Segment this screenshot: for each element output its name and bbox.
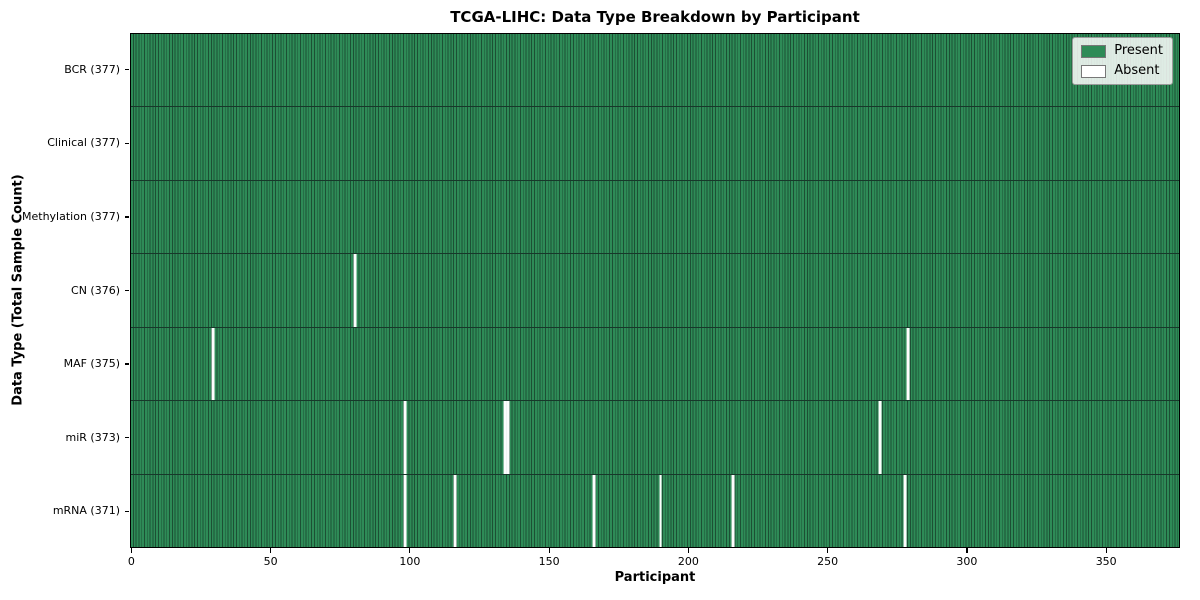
y-tick-label: Clinical (377) bbox=[47, 136, 120, 150]
x-tick-label: 0 bbox=[127, 555, 135, 568]
legend-swatch-icon bbox=[1081, 64, 1107, 78]
x-tick-mark bbox=[1105, 548, 1107, 553]
x-tick-label: 50 bbox=[263, 555, 278, 568]
absent-mark bbox=[403, 401, 407, 474]
x-tick-mark bbox=[270, 548, 272, 553]
x-tick-label: 300 bbox=[956, 555, 978, 568]
x-tick-mark bbox=[548, 548, 550, 553]
absent-mark bbox=[903, 474, 907, 547]
y-tick-label: CN (376) bbox=[71, 283, 120, 297]
absent-mark bbox=[503, 401, 507, 474]
heatmap-row-methylation bbox=[131, 179, 1179, 254]
absent-mark bbox=[353, 254, 357, 327]
y-tick-mark bbox=[125, 216, 129, 218]
x-tick-label: 200 bbox=[677, 555, 699, 568]
y-tick-mark bbox=[125, 142, 129, 144]
y-tick-mark bbox=[125, 510, 129, 512]
legend: Present Absent bbox=[1072, 37, 1173, 85]
heatmap-row-clinical bbox=[131, 106, 1179, 180]
legend-swatch-icon bbox=[1081, 44, 1107, 58]
heatmap-row-mrna bbox=[131, 473, 1179, 547]
x-tick-label: 150 bbox=[538, 555, 560, 568]
chart-title: TCGA-LIHC: Data Type Breakdown by Partic… bbox=[450, 8, 860, 26]
x-tick-mark bbox=[687, 548, 689, 553]
heatmap-row-bcr bbox=[131, 34, 1179, 107]
legend-item-absent: Absent bbox=[1081, 64, 1163, 78]
absent-mark bbox=[659, 474, 662, 547]
y-tick-label: BCR (377) bbox=[64, 62, 120, 76]
x-tick-mark bbox=[827, 548, 829, 553]
heatmap-plot bbox=[130, 33, 1180, 548]
y-tick-label: MAF (375) bbox=[63, 357, 120, 371]
x-tick-mark bbox=[130, 548, 132, 553]
y-tick-mark bbox=[125, 363, 129, 365]
absent-mark bbox=[906, 327, 910, 401]
y-tick-mark bbox=[125, 289, 129, 292]
x-tick-mark bbox=[409, 548, 411, 553]
y-tick-label: mRNA (371) bbox=[52, 504, 120, 518]
heatmap-row-mir bbox=[131, 400, 1179, 474]
absent-mark bbox=[592, 474, 596, 547]
x-tick-label: 100 bbox=[399, 555, 421, 568]
y-tick-mark bbox=[125, 69, 129, 71]
x-tick-label: 250 bbox=[817, 555, 839, 568]
heatmap-row-maf bbox=[131, 326, 1179, 401]
absent-mark bbox=[211, 327, 215, 401]
legend-label: Present bbox=[1114, 43, 1163, 58]
absent-mark bbox=[506, 401, 510, 474]
absent-mark bbox=[453, 474, 457, 547]
heatmap-row-cn bbox=[131, 253, 1179, 327]
x-tick-mark bbox=[966, 548, 968, 553]
absent-mark bbox=[731, 474, 735, 547]
legend-item-present: Present bbox=[1081, 44, 1163, 58]
legend-label: Absent bbox=[1114, 63, 1160, 78]
y-tick-label: miR (373) bbox=[65, 430, 121, 444]
x-tick-label: 350 bbox=[1095, 555, 1117, 568]
y-tick-mark bbox=[125, 437, 129, 439]
absent-mark bbox=[878, 401, 882, 474]
x-axis-label: Participant bbox=[614, 570, 696, 585]
y-tick-label: Methylation (377) bbox=[22, 209, 120, 223]
absent-mark bbox=[403, 474, 407, 547]
